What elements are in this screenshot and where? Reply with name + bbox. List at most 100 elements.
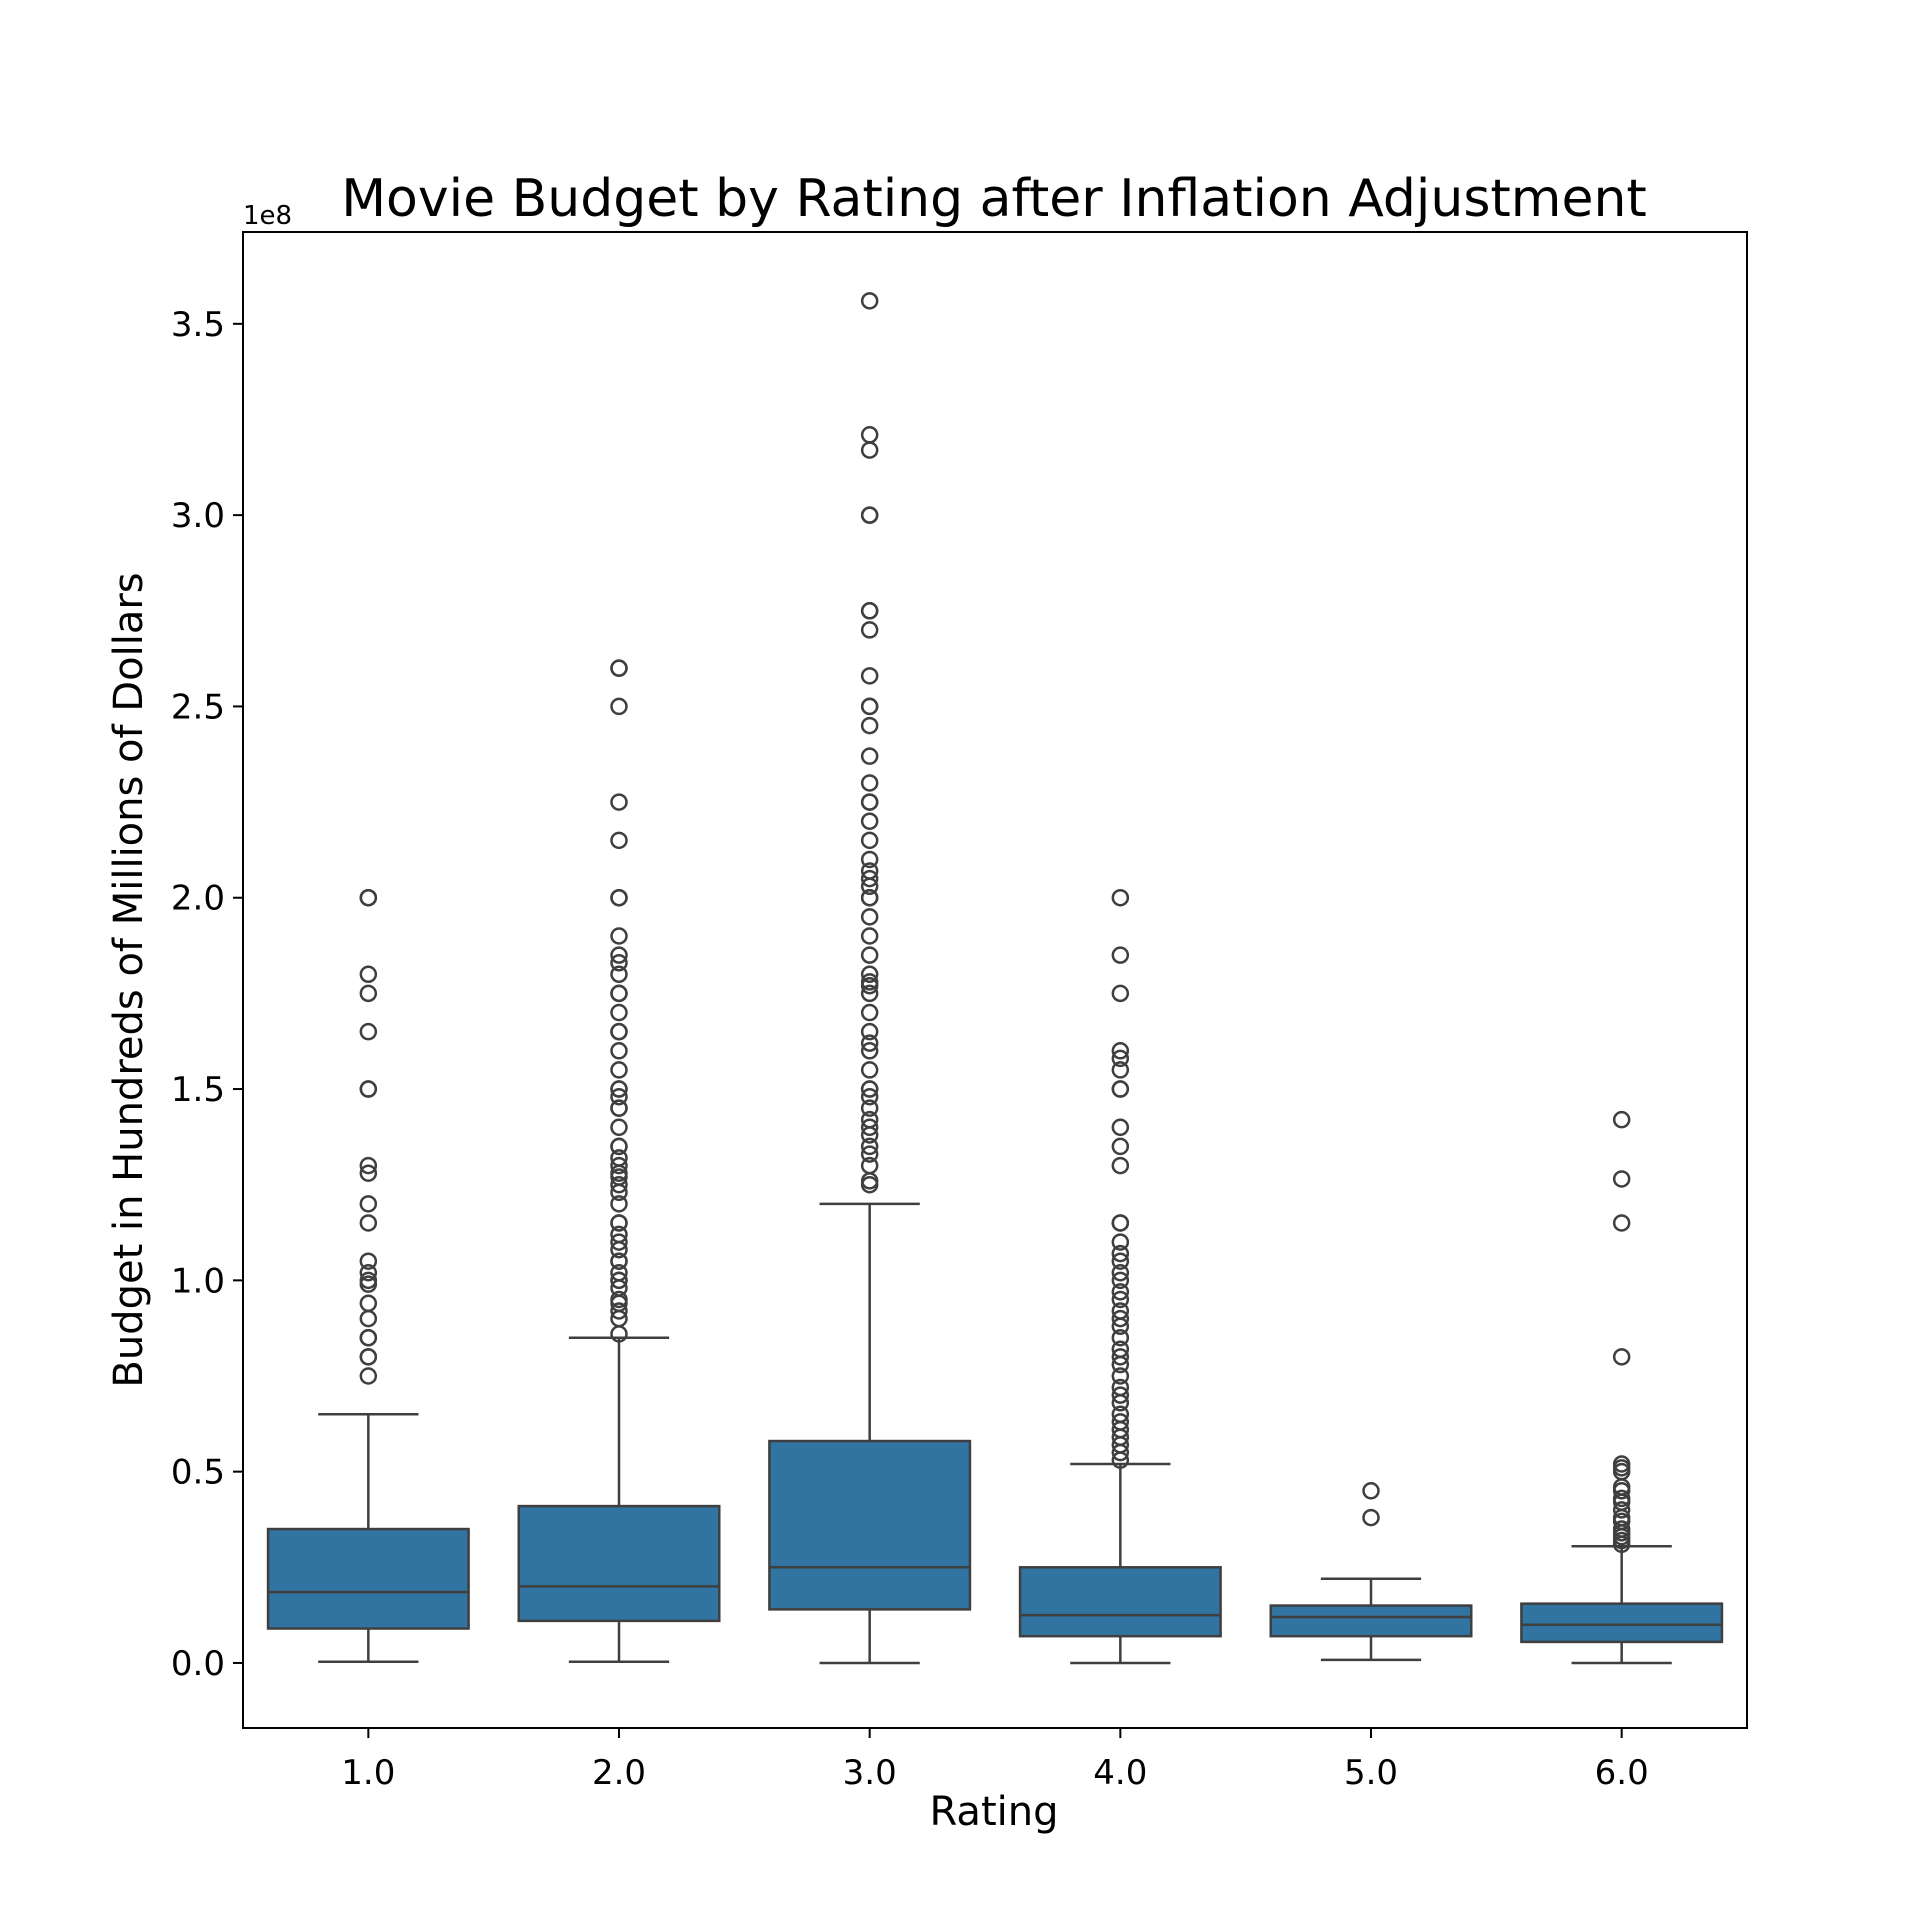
outlier-point	[1612, 1520, 1631, 1538]
box-group-3-0	[768, 292, 972, 1665]
outlier-point	[359, 984, 378, 1003]
plot-area	[266, 292, 1724, 1665]
outlier-point	[1111, 984, 1130, 1003]
outlier-point	[1111, 1080, 1130, 1098]
outlier-point	[860, 1137, 879, 1156]
outlier-point	[359, 1164, 378, 1182]
outlier-point	[860, 1022, 879, 1041]
outlier-point	[1111, 1118, 1130, 1137]
outlier-point	[610, 954, 628, 972]
outlier-point	[1111, 1309, 1130, 1328]
x-tick-label: 3.0	[843, 1753, 897, 1793]
y-tick-label: 0.5	[171, 1453, 225, 1493]
outlier-point	[610, 1099, 628, 1117]
outlier-point	[610, 1214, 628, 1232]
outlier-point	[610, 927, 628, 945]
x-tick-label: 6.0	[1595, 1753, 1649, 1793]
outlier-point	[610, 1175, 628, 1194]
y-tick-label: 2.0	[171, 879, 225, 919]
box-group-2-0	[517, 659, 721, 1664]
outlier-point	[860, 1034, 879, 1052]
outlier-point	[1111, 1413, 1130, 1431]
iqr-box	[768, 1439, 972, 1611]
outlier-point	[610, 1118, 628, 1137]
outlier-point	[610, 1271, 628, 1290]
x-axis-label: Rating	[930, 1789, 1059, 1835]
chart-title: Movie Budget by Rating after Inflation A…	[341, 169, 1647, 229]
outlier-point	[1111, 1049, 1130, 1068]
iqr-box	[517, 1504, 721, 1623]
x-tick-label: 5.0	[1344, 1753, 1398, 1793]
outlier-point	[860, 908, 879, 926]
outlier-point	[1111, 1367, 1130, 1385]
outlier-point	[359, 1214, 378, 1232]
outlier-point	[610, 1252, 628, 1270]
outlier-point	[1111, 1214, 1130, 1232]
outlier-point	[860, 441, 879, 459]
outlier-point	[1111, 1283, 1130, 1301]
outlier-point	[610, 793, 628, 811]
outlier-point	[610, 1137, 628, 1156]
outlier-point	[610, 831, 628, 850]
outlier-point	[860, 984, 879, 1003]
outlier-point	[860, 1003, 879, 1022]
outlier-point	[1612, 1455, 1631, 1473]
y-axis-label: Budget in Hundreds of Millions of Dollar…	[106, 572, 152, 1387]
outlier-point	[1612, 1214, 1631, 1232]
outlier-point	[1362, 1482, 1380, 1500]
outlier-point	[359, 888, 378, 907]
outlier-point	[860, 1118, 879, 1137]
outlier-point	[1111, 1244, 1130, 1263]
outlier-point	[860, 862, 879, 880]
outlier-point	[1111, 1340, 1130, 1358]
outlier-point	[1111, 1290, 1130, 1309]
outlier-point	[610, 1195, 628, 1213]
outlier-point	[359, 1022, 378, 1041]
outlier-point	[860, 1156, 879, 1175]
outlier-point	[359, 1309, 378, 1328]
outlier-point	[610, 1080, 628, 1098]
y-tick-label: 0.0	[171, 1644, 225, 1684]
outlier-point	[610, 659, 628, 677]
iqr-box	[1018, 1566, 1222, 1638]
outlier-point	[610, 1003, 628, 1022]
outlier-point	[610, 697, 628, 716]
outlier-point	[860, 812, 879, 830]
outlier-point	[359, 1252, 378, 1270]
outlier-point	[860, 506, 879, 524]
outlier-point	[610, 1263, 628, 1282]
outlier-point	[610, 1061, 628, 1079]
outlier-point	[1111, 1405, 1130, 1424]
outlier-point	[860, 973, 879, 991]
outlier-point	[610, 1087, 628, 1106]
outlier-point	[860, 888, 879, 907]
outlier-point	[860, 602, 879, 620]
outlier-point	[860, 426, 879, 444]
outlier-point	[610, 984, 628, 1003]
outlier-point	[359, 1156, 378, 1175]
outlier-point	[1111, 1061, 1130, 1079]
outlier-point	[860, 793, 879, 811]
outlier-point	[1612, 1110, 1631, 1129]
outlier-point	[1111, 1042, 1130, 1060]
outlier-point	[1612, 1501, 1631, 1519]
y-axis-offset-label: 1e8	[243, 201, 292, 231]
outlier-point	[860, 292, 879, 310]
box-group-5-0	[1269, 1482, 1473, 1662]
outlier-point	[860, 621, 879, 639]
x-tick-label: 4.0	[1093, 1753, 1147, 1793]
outlier-point	[860, 747, 879, 765]
outlier-point	[1111, 1271, 1130, 1290]
box-group-4-0	[1018, 888, 1222, 1665]
y-tick-label: 1.5	[171, 1070, 225, 1110]
outlier-point	[610, 1149, 628, 1167]
outlier-point	[610, 1233, 628, 1251]
outlier-point	[860, 965, 879, 984]
outlier-point	[860, 927, 879, 945]
outlier-point	[359, 965, 378, 984]
outlier-point	[860, 831, 879, 850]
outlier-point	[610, 1022, 628, 1041]
outlier-point	[860, 1042, 879, 1060]
outlier-point	[860, 946, 879, 964]
outlier-point	[1612, 1489, 1631, 1508]
